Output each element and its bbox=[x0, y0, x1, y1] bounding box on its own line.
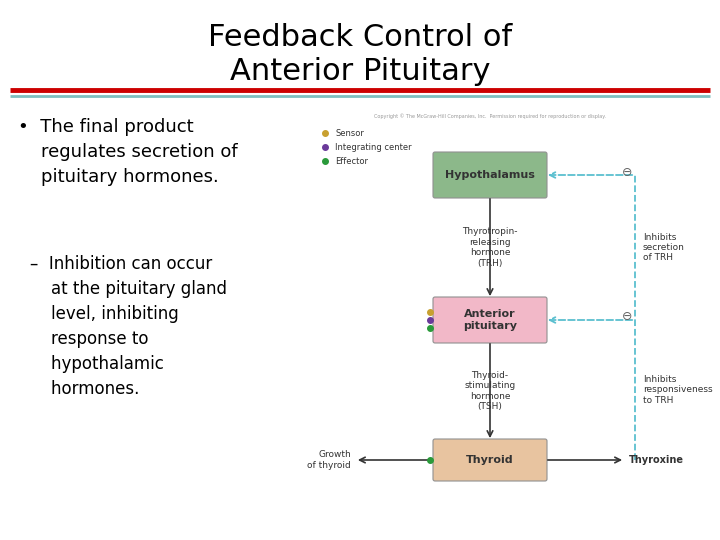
Text: Thyroxine: Thyroxine bbox=[629, 455, 684, 465]
Text: ⊖: ⊖ bbox=[622, 165, 632, 179]
FancyBboxPatch shape bbox=[433, 152, 547, 198]
Text: Thyroid-
stimulating
hormone
(TSH): Thyroid- stimulating hormone (TSH) bbox=[464, 371, 516, 411]
Text: Integrating center: Integrating center bbox=[335, 143, 412, 152]
Text: Hypothalamus: Hypothalamus bbox=[445, 170, 535, 180]
Text: –  Inhibition can occur
    at the pituitary gland
    level, inhibiting
    res: – Inhibition can occur at the pituitary … bbox=[30, 255, 227, 398]
Text: ⊖: ⊖ bbox=[622, 310, 632, 323]
Text: Inhibits
responsiveness
to TRH: Inhibits responsiveness to TRH bbox=[643, 375, 713, 405]
Text: Sensor: Sensor bbox=[335, 129, 364, 138]
Text: Thyroid: Thyroid bbox=[466, 455, 514, 465]
Text: Feedback Control of: Feedback Control of bbox=[208, 24, 512, 52]
Text: Thyrotropin-
releasing
hormone
(TRH): Thyrotropin- releasing hormone (TRH) bbox=[462, 227, 518, 268]
Text: Inhibits
secretion
of TRH: Inhibits secretion of TRH bbox=[643, 233, 685, 262]
Text: Effector: Effector bbox=[335, 157, 368, 165]
Text: Anterior
pituitary: Anterior pituitary bbox=[463, 309, 517, 331]
Text: Anterior Pituitary: Anterior Pituitary bbox=[230, 57, 490, 86]
Text: Growth
of thyroid: Growth of thyroid bbox=[307, 450, 351, 470]
Text: Copyright © The McGraw-Hill Companies, Inc.  Permission required for reproductio: Copyright © The McGraw-Hill Companies, I… bbox=[374, 113, 606, 119]
Text: •  The final product
    regulates secretion of
    pituitary hormones.: • The final product regulates secretion … bbox=[18, 118, 238, 186]
FancyBboxPatch shape bbox=[433, 297, 547, 343]
FancyBboxPatch shape bbox=[433, 439, 547, 481]
